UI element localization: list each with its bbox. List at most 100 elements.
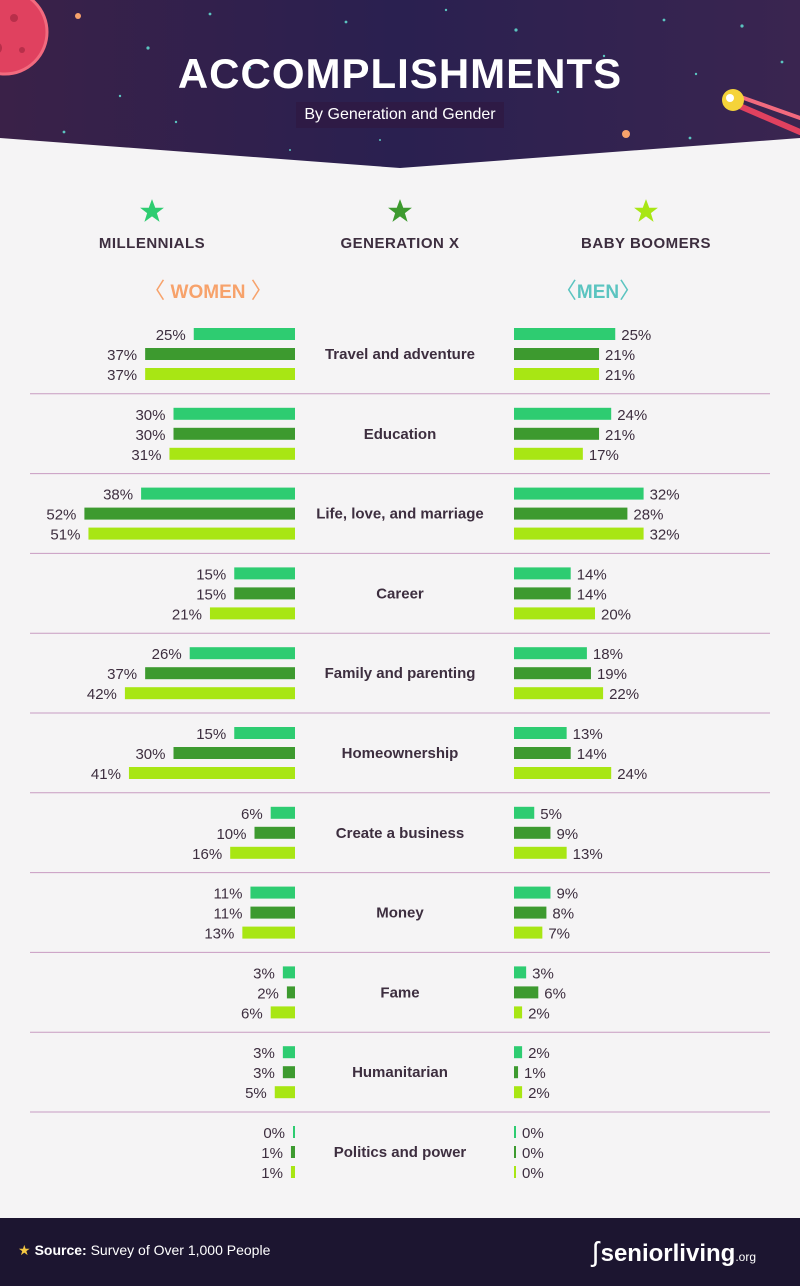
- data-label-women: 15%: [196, 586, 226, 603]
- data-label-women: 3%: [253, 1065, 275, 1082]
- bar-women: [282, 1046, 295, 1059]
- data-label-women: 41%: [91, 766, 121, 783]
- data-label-women: 38%: [103, 487, 133, 504]
- bar-women: [209, 607, 295, 620]
- data-label-women: 16%: [192, 846, 222, 863]
- bar-women: [84, 507, 296, 520]
- bar-women: [270, 1006, 295, 1019]
- data-label-men: 14%: [577, 746, 607, 763]
- bar-women: [282, 966, 295, 979]
- bar-men: [514, 886, 551, 899]
- data-label-men: 13%: [573, 846, 603, 863]
- bar-women: [250, 906, 295, 919]
- bar-women: [274, 1086, 295, 1099]
- data-label-women: 37%: [107, 666, 137, 683]
- data-label-women: 5%: [245, 1085, 267, 1102]
- data-label-men: 21%: [605, 347, 635, 364]
- bar-women: [282, 1066, 295, 1079]
- data-label-men: 3%: [532, 965, 554, 982]
- data-label-men: 21%: [605, 367, 635, 384]
- data-label-men: 0%: [522, 1125, 544, 1142]
- bar-men: [514, 767, 612, 779]
- bar-men: [514, 527, 644, 540]
- bar-men: [514, 507, 628, 520]
- data-label-men: 18%: [593, 646, 623, 663]
- header-background: [0, 0, 800, 168]
- data-label-men: 2%: [528, 1045, 550, 1062]
- category-label: Family and parenting: [325, 665, 476, 682]
- data-label-men: 19%: [597, 666, 627, 683]
- data-label-men: 9%: [556, 826, 578, 843]
- bar-women: [145, 348, 295, 360]
- bar-men: [514, 1086, 523, 1099]
- data-label-women: 15%: [196, 726, 226, 743]
- data-label-women: 1%: [261, 1165, 283, 1182]
- bar-men: [514, 1146, 516, 1158]
- data-label-men: 32%: [650, 527, 680, 544]
- data-label-women: 15%: [196, 566, 226, 583]
- bar-men: [514, 846, 567, 859]
- legend-star-boomers: [634, 199, 658, 222]
- data-label-women: 30%: [135, 407, 165, 424]
- legend-generation-x: GENERATION X: [300, 198, 500, 252]
- data-label-women: 21%: [172, 606, 202, 623]
- data-label-men: 2%: [528, 1005, 550, 1022]
- bar-women: [290, 1166, 295, 1178]
- bar-women: [189, 647, 295, 660]
- category-label: Fame: [380, 984, 419, 1001]
- bar-women: [141, 487, 295, 500]
- bar-women: [234, 587, 295, 600]
- data-label-women: 37%: [107, 367, 137, 384]
- category-label: Politics and power: [334, 1144, 467, 1161]
- star-icon: [388, 199, 412, 222]
- gender-women-label: 〈 WOMEN 〉: [143, 278, 273, 303]
- legend-millennials: MILLENNIALS: [52, 198, 252, 252]
- legend-star-genx: [388, 199, 412, 222]
- data-label-women: 0%: [263, 1125, 285, 1142]
- bar-men: [514, 348, 600, 360]
- bar-men: [514, 407, 612, 420]
- category-label: Homeownership: [342, 745, 459, 762]
- page-title: ACCOMPLISHMENTS: [177, 50, 623, 97]
- bar-women: [234, 727, 295, 739]
- data-label-men: 14%: [577, 566, 607, 583]
- data-label-men: 6%: [544, 985, 566, 1002]
- bar-men: [514, 567, 571, 580]
- bar-women: [270, 806, 295, 819]
- data-label-women: 1%: [261, 1145, 283, 1162]
- bar-men: [514, 607, 595, 620]
- gender-men-label: 〈MEN〉: [554, 278, 642, 303]
- bar-women: [88, 527, 295, 540]
- data-label-men: 32%: [650, 487, 680, 504]
- bar-men: [514, 587, 571, 600]
- data-label-women: 31%: [131, 447, 161, 464]
- bar-women: [173, 747, 295, 759]
- data-label-women: 26%: [152, 646, 182, 663]
- bar-men: [514, 487, 644, 500]
- footer: ★ Source: Survey of Over 1,000 People ʃse…: [0, 1218, 800, 1286]
- data-label-men: 0%: [522, 1165, 544, 1182]
- bar-men: [514, 667, 591, 680]
- data-label-men: 7%: [548, 926, 570, 943]
- star-icon: [634, 199, 658, 222]
- brand-logo: ʃseniorliving.org: [592, 1236, 756, 1267]
- bar-women: [234, 567, 295, 580]
- bar-men: [514, 806, 535, 819]
- data-label-women: 11%: [214, 886, 243, 903]
- data-label-women: 13%: [204, 926, 234, 943]
- bar-men: [514, 1126, 516, 1138]
- data-label-women: 30%: [135, 746, 165, 763]
- bar-men: [514, 368, 600, 380]
- legend-star-millennials: [140, 199, 164, 222]
- category-label: Career: [376, 585, 424, 602]
- bar-women: [128, 767, 295, 779]
- data-label-women: 6%: [241, 806, 263, 823]
- bar-women: [242, 926, 295, 939]
- category-label: Life, love, and marriage: [316, 506, 484, 523]
- data-label-men: 17%: [589, 447, 619, 464]
- data-label-women: 25%: [156, 327, 186, 344]
- data-label-men: 9%: [556, 886, 578, 903]
- bar-men: [514, 727, 567, 739]
